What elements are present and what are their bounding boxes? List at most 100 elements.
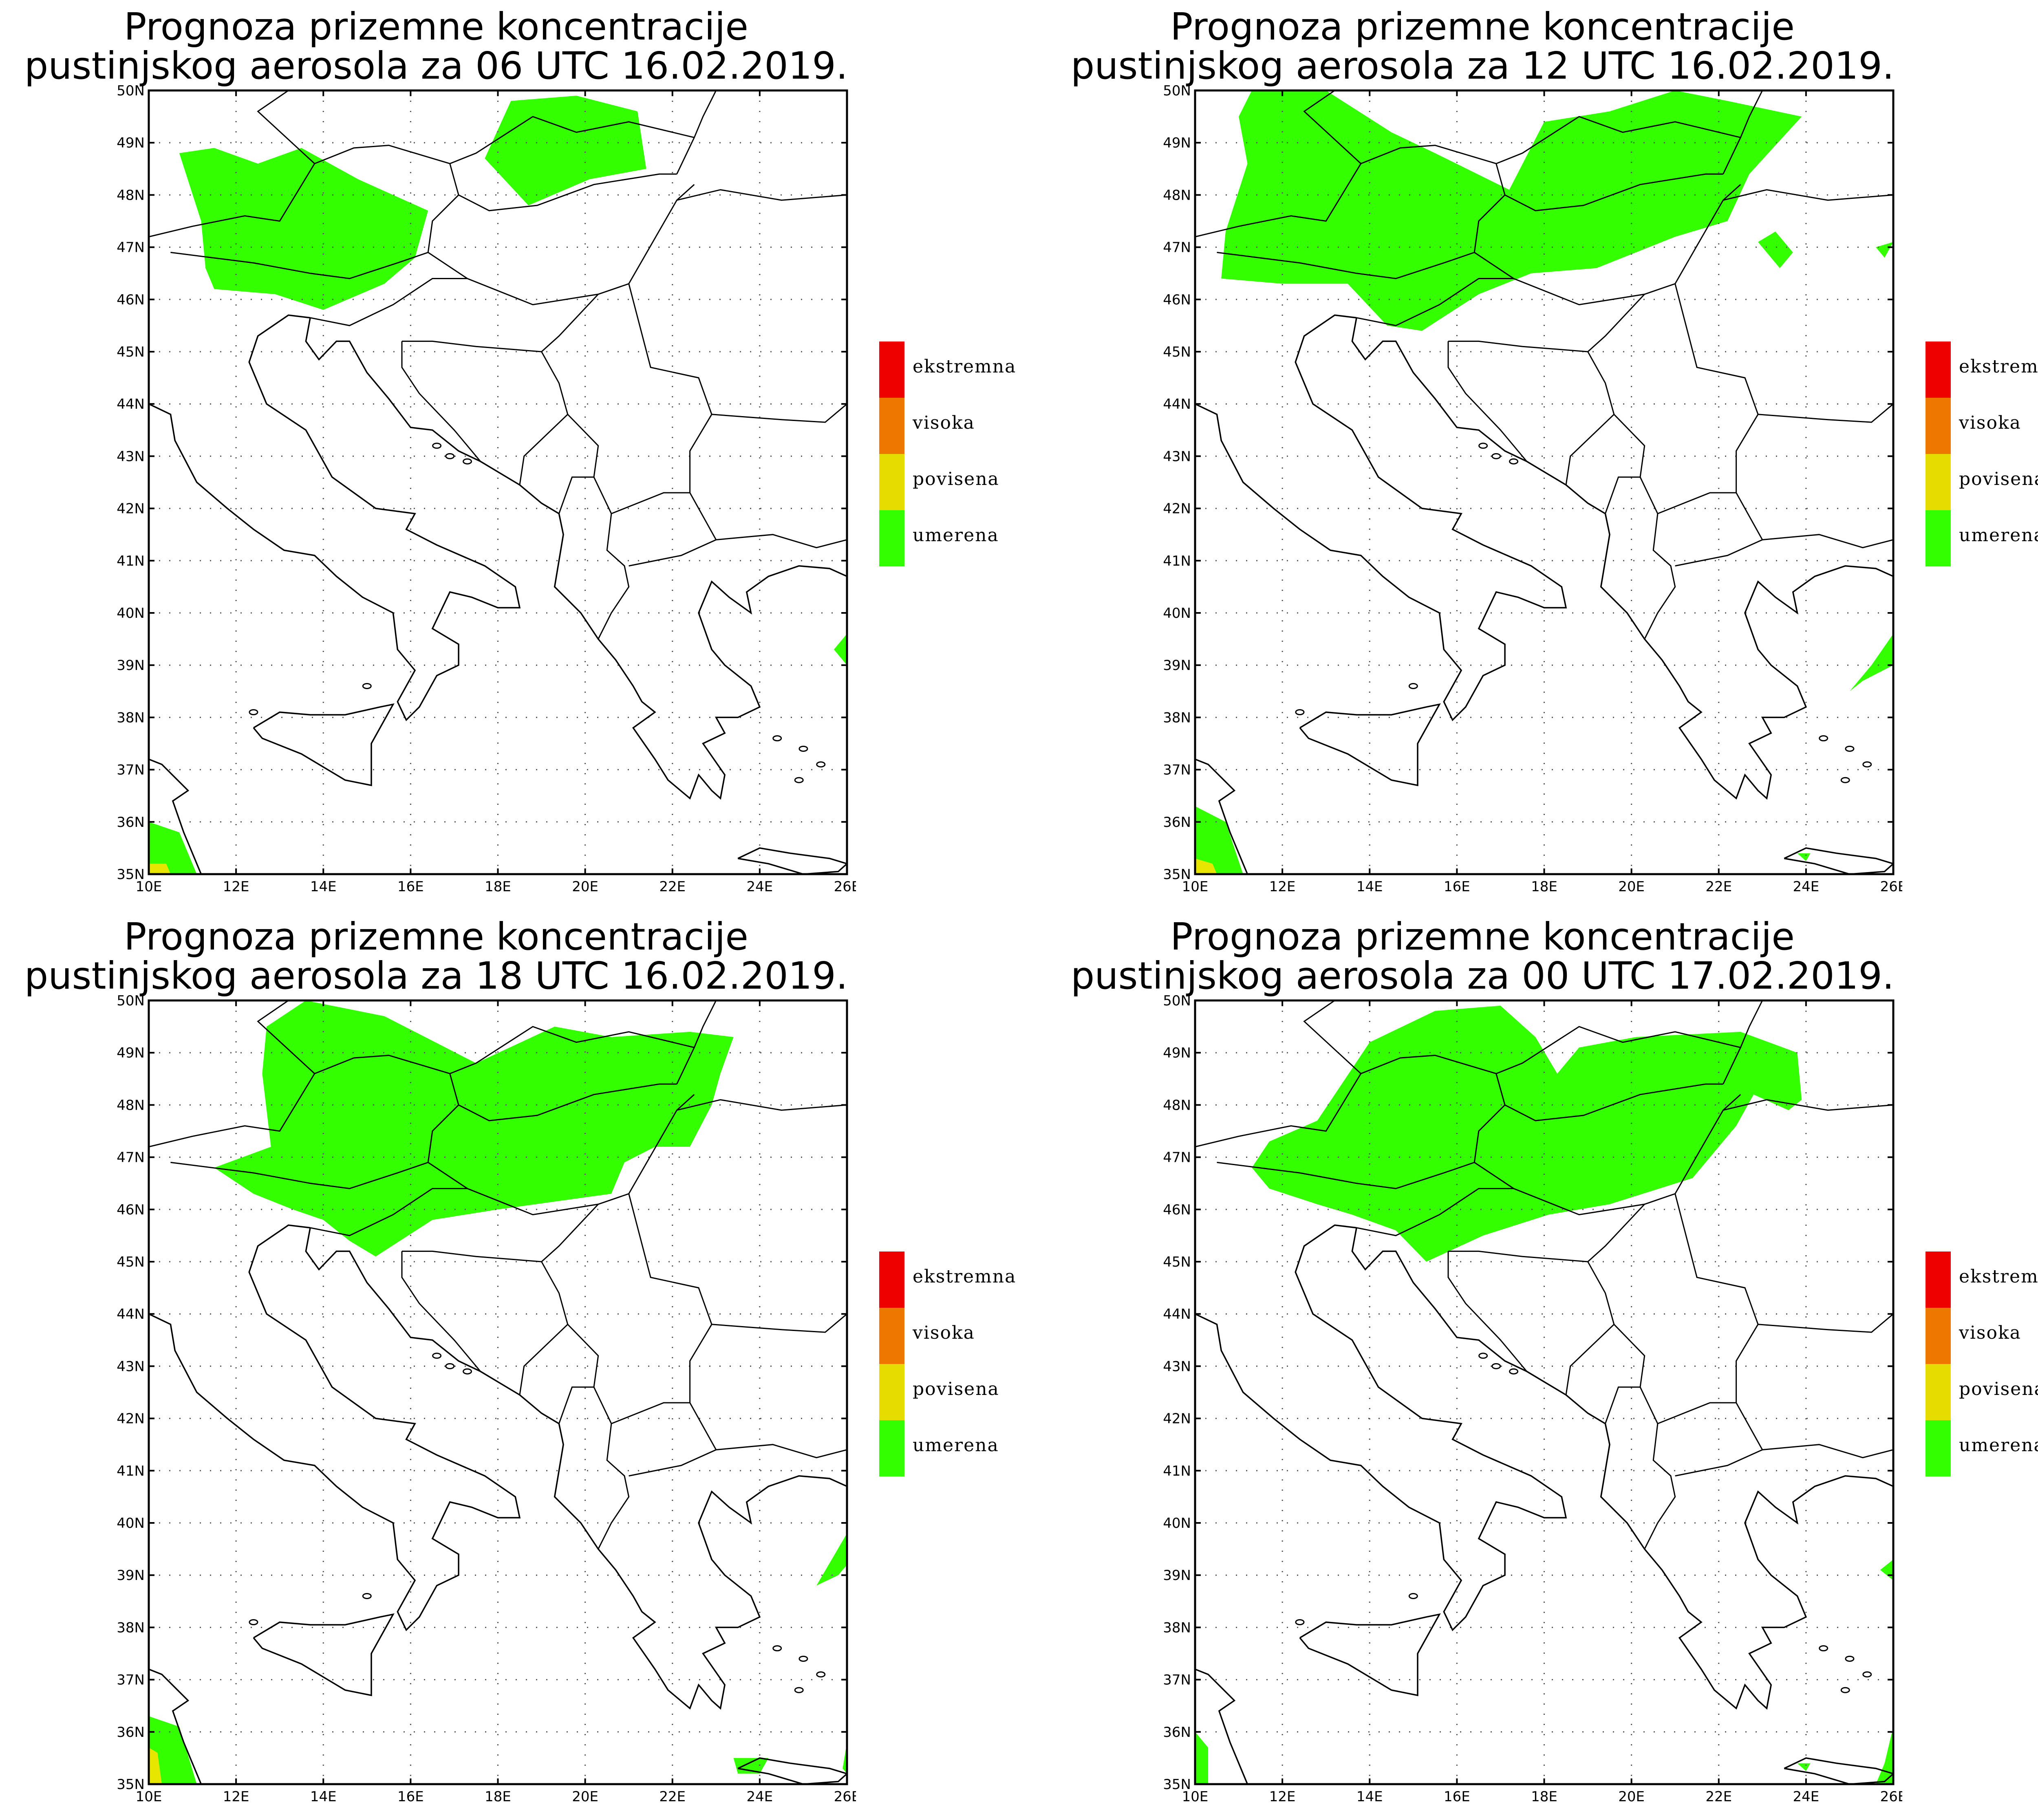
lat-label: 37N — [117, 762, 145, 778]
lat-label: 42N — [117, 1411, 145, 1427]
lat-label: 37N — [1163, 1672, 1191, 1688]
lat-label: 48N — [117, 187, 145, 203]
country-border — [711, 1313, 847, 1333]
country-border — [1758, 1313, 1893, 1333]
island — [798, 745, 808, 752]
lon-label: 16E — [1444, 879, 1470, 895]
lat-label: 45N — [117, 344, 145, 360]
country-border — [1448, 1250, 1615, 1395]
legend-swatch-povisena — [879, 454, 904, 510]
lon-label: 14E — [310, 1789, 337, 1805]
map-content — [1195, 90, 1893, 874]
legend-label-visoka: visoka — [913, 412, 975, 433]
lat-label: 44N — [1163, 396, 1191, 412]
island — [772, 1645, 782, 1652]
island — [816, 761, 826, 768]
legend-swatch-ekstremna — [879, 1252, 904, 1308]
aerosol-area-umerena — [843, 1742, 847, 1774]
island — [1408, 1593, 1418, 1599]
country-border — [428, 184, 695, 306]
island — [772, 735, 782, 742]
country-border — [458, 1083, 677, 1122]
coastline — [149, 758, 202, 874]
lat-label: 48N — [1163, 1097, 1191, 1113]
lat-label: 35N — [1163, 866, 1191, 883]
lat-label: 37N — [117, 1672, 145, 1688]
lat-label: 42N — [117, 501, 145, 517]
island — [1862, 761, 1872, 768]
map-panel-4: Prognoza prizemne koncentracije pustinjs… — [1046, 910, 2038, 1820]
aerosol-area-umerena — [1252, 1005, 1802, 1262]
lat-label: 38N — [117, 1619, 145, 1636]
lat-label: 46N — [1163, 292, 1191, 308]
lat-label: 47N — [1163, 240, 1191, 256]
island — [249, 1619, 258, 1626]
lon-label: 10E — [136, 1789, 162, 1805]
country-border — [1587, 293, 1645, 353]
aerosol-area-umerena — [1195, 806, 1243, 874]
island — [362, 1593, 372, 1599]
legend-swatch-umerena — [1926, 1420, 1951, 1476]
map-panel-3: Prognoza prizemne koncentracije pustinjs… — [0, 910, 1046, 1820]
country-border — [676, 1000, 717, 1084]
country-border — [1303, 90, 1361, 164]
country-border — [711, 403, 847, 423]
country-border — [149, 145, 459, 280]
lon-label: 24E — [747, 879, 773, 895]
coastline — [253, 1613, 395, 1697]
map-frame: 35N 36N 37N 38N 39N 40N 41N 42N 43N 44N 45N 46N 47N 4… — [117, 83, 856, 895]
aerosol-area-umerena — [149, 1716, 197, 1784]
lat-label: 50N — [117, 993, 145, 1009]
lat-label: 42N — [1163, 501, 1191, 517]
legend-label-ekstremna: ekstremna — [1959, 1266, 2038, 1287]
country-border — [1604, 1324, 1645, 1424]
lon-label: 20E — [572, 879, 598, 895]
island — [463, 1368, 472, 1375]
country-border — [1496, 1026, 1741, 1074]
legend-swatch-ekstremna — [879, 342, 904, 398]
country-border — [1674, 283, 1759, 493]
aerosol-area-umerena — [1876, 242, 1893, 258]
country-border — [611, 492, 717, 567]
lon-label: 12E — [1269, 879, 1296, 895]
country-border — [1674, 1193, 1759, 1403]
island — [794, 1687, 804, 1693]
island — [794, 777, 804, 783]
lat-label: 47N — [117, 240, 145, 256]
country-border — [257, 90, 315, 164]
aerosol-area-umerena — [1758, 231, 1793, 268]
legend-swatch-povisena — [1926, 454, 1951, 510]
lat-label: 50N — [1163, 83, 1191, 99]
lon-label: 16E — [1444, 1789, 1470, 1805]
legend-label-umerena: umerena — [1959, 525, 2038, 546]
legend-label-povisena: povisena — [913, 1379, 999, 1399]
lat-label: 46N — [117, 292, 145, 308]
lon-label: 26E — [834, 1789, 856, 1805]
coastline — [1195, 1668, 1248, 1784]
lon-label: 10E — [1182, 1789, 1209, 1805]
country-border — [1723, 90, 1763, 174]
island — [432, 1353, 442, 1359]
country-border — [541, 1203, 599, 1263]
legend-label-visoka: visoka — [1959, 412, 2021, 433]
map-frame: 35N 36N 37N 38N 39N 40N 41N 42N 43N 44N 45N 46N 47N 4… — [1163, 83, 1902, 895]
lat-label: 36N — [117, 1724, 145, 1741]
country-border — [1723, 1099, 1893, 1111]
lon-label: 20E — [572, 1789, 598, 1805]
country-border — [593, 477, 630, 639]
coastline — [1195, 758, 1248, 874]
lat-label: 41N — [117, 1463, 145, 1479]
country-border — [1504, 173, 1723, 212]
lat-label: 50N — [117, 83, 145, 99]
island — [445, 1363, 455, 1369]
coastline — [737, 847, 847, 874]
aerosol-area-umerena — [1797, 1763, 1811, 1771]
country-border — [541, 293, 599, 353]
aerosol-area-umerena — [1797, 853, 1811, 861]
aerosol-area-umerena — [1195, 1732, 1209, 1784]
coastline — [737, 1757, 847, 1784]
legend-swatch-visoka — [879, 398, 904, 454]
country-border — [458, 173, 677, 212]
aerosol-area-umerena — [1849, 634, 1893, 692]
country-border — [1195, 1055, 1506, 1190]
